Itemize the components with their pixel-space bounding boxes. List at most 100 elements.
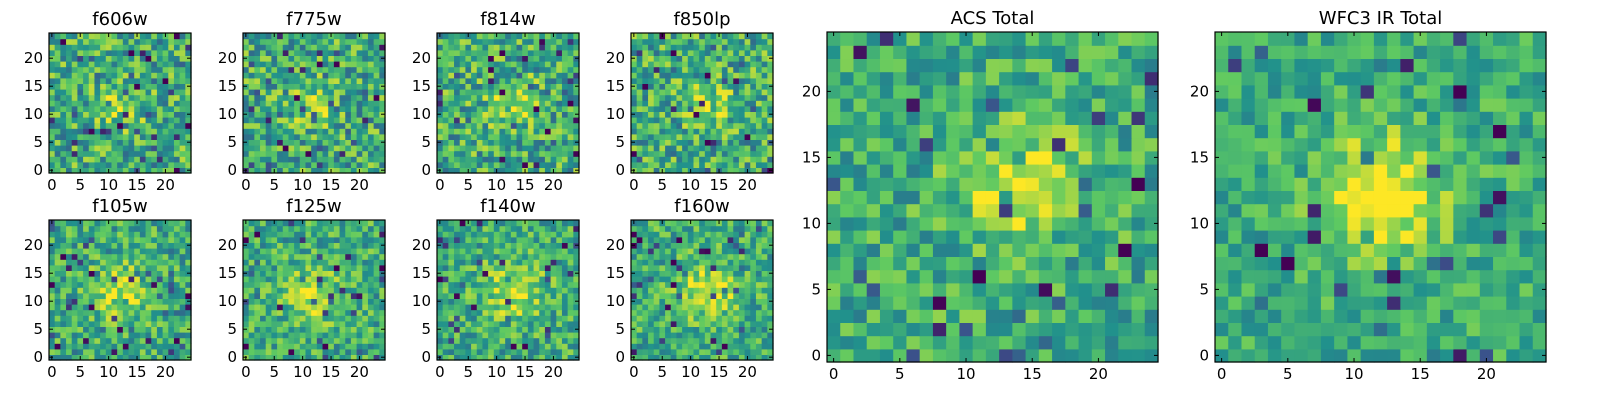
heatmap-cell (733, 94, 740, 101)
heatmap-cell (465, 326, 472, 333)
heatmap-cell (277, 225, 284, 232)
heatmap-cell (454, 348, 461, 355)
heatmap-cell (168, 270, 175, 277)
heatmap-cell (687, 287, 695, 294)
heatmap-cell (493, 100, 501, 107)
heatmap-cell (442, 253, 449, 260)
heatmap-cell (339, 44, 346, 51)
heatmap-cell (499, 304, 506, 311)
heatmap-cell (699, 281, 706, 288)
heatmap-cell (471, 264, 478, 271)
heatmap-cell (510, 61, 518, 68)
heatmap-cell (173, 77, 181, 84)
heatmap-cell (139, 253, 147, 260)
heatmap-cell (271, 309, 278, 316)
heatmap-cell (345, 72, 352, 79)
heatmap-cell (682, 161, 689, 168)
heatmap-cell (476, 44, 484, 51)
heatmap-cell (510, 100, 518, 107)
heatmap-cell (755, 304, 763, 311)
heatmap-cell (665, 337, 672, 344)
heatmap-cell (505, 304, 512, 311)
heatmap-cell (442, 343, 449, 350)
heatmap-cell (454, 167, 461, 174)
heatmap-cell (83, 133, 90, 140)
heatmap-cell (750, 320, 757, 327)
heatmap-cell (105, 242, 113, 249)
heatmap-cell (345, 161, 352, 168)
heatmap-cell (54, 38, 61, 45)
heatmap-cell (442, 315, 449, 322)
heatmap-cell (339, 281, 346, 288)
heatmap-cell (465, 128, 472, 135)
heatmap-cell (328, 231, 335, 238)
heatmap-cell (767, 150, 774, 157)
heatmap-cell (248, 38, 255, 45)
heatmap-cell (373, 156, 380, 163)
heatmap-cell (533, 61, 540, 68)
heatmap-cell (333, 139, 341, 146)
heatmap-cell (665, 55, 672, 62)
heatmap-cell (168, 281, 175, 288)
heatmap-cell (362, 298, 369, 305)
heatmap-cell (311, 139, 318, 146)
heatmap-cell (488, 320, 495, 327)
heatmap-cell (539, 276, 546, 283)
heatmap-cell (54, 236, 61, 243)
heatmap-cell (437, 44, 444, 51)
heatmap-cell (539, 117, 546, 124)
heatmap-cell (350, 49, 358, 56)
heatmap-cell (761, 139, 768, 146)
heatmap-cell (288, 61, 295, 68)
heatmap-cell (243, 145, 250, 152)
heatmap-cell (271, 236, 278, 243)
heatmap-cell (94, 326, 101, 333)
heatmap-cell (134, 161, 141, 168)
heatmap-cell (755, 348, 763, 355)
heatmap-cell (556, 167, 563, 174)
heatmap-cell (362, 248, 369, 255)
heatmap-cell (54, 315, 61, 322)
heatmap-cell (522, 259, 529, 266)
heatmap-cell (333, 292, 341, 299)
heatmap-cell (544, 236, 552, 243)
heatmap-cell (567, 326, 574, 333)
heatmap-cell (156, 111, 164, 118)
heatmap-cell (173, 156, 181, 163)
heatmap-cell (367, 139, 375, 146)
heatmap-cell (665, 320, 672, 327)
heatmap-cell (471, 343, 478, 350)
heatmap-cell (687, 320, 695, 327)
heatmap-cell (294, 259, 301, 266)
heatmap-cell (738, 111, 746, 118)
heatmap-cell (471, 111, 478, 118)
heatmap-cell (527, 326, 535, 333)
heatmap-cell (767, 133, 774, 140)
heatmap-cell (522, 264, 529, 271)
heatmap-cell (704, 270, 712, 277)
heatmap-cell (311, 343, 318, 350)
heatmap-cell (373, 292, 380, 299)
heatmap-cell (54, 276, 61, 283)
heatmap-cell (465, 292, 472, 299)
heatmap-cell (254, 167, 261, 174)
heatmap-cell (448, 320, 455, 327)
heatmap-cell (254, 225, 261, 232)
heatmap-cell (277, 161, 284, 168)
heatmap-cell (631, 44, 638, 51)
heatmap-cell (185, 332, 192, 339)
heatmap-cell (750, 77, 757, 84)
heatmap-cell (248, 281, 255, 288)
heatmap-cell (471, 83, 478, 90)
heatmap-cell (550, 49, 557, 56)
heatmap-cell (755, 83, 763, 90)
heatmap-cell (454, 94, 461, 101)
heatmap-cell (550, 66, 557, 73)
heatmap-cell (539, 44, 546, 51)
heatmap-cell (767, 287, 774, 294)
heatmap-cell (659, 348, 666, 355)
heatmap-cell (128, 248, 135, 255)
heatmap-cell (265, 139, 272, 146)
heatmap-cell (265, 111, 272, 118)
heatmap-cell (550, 259, 557, 266)
